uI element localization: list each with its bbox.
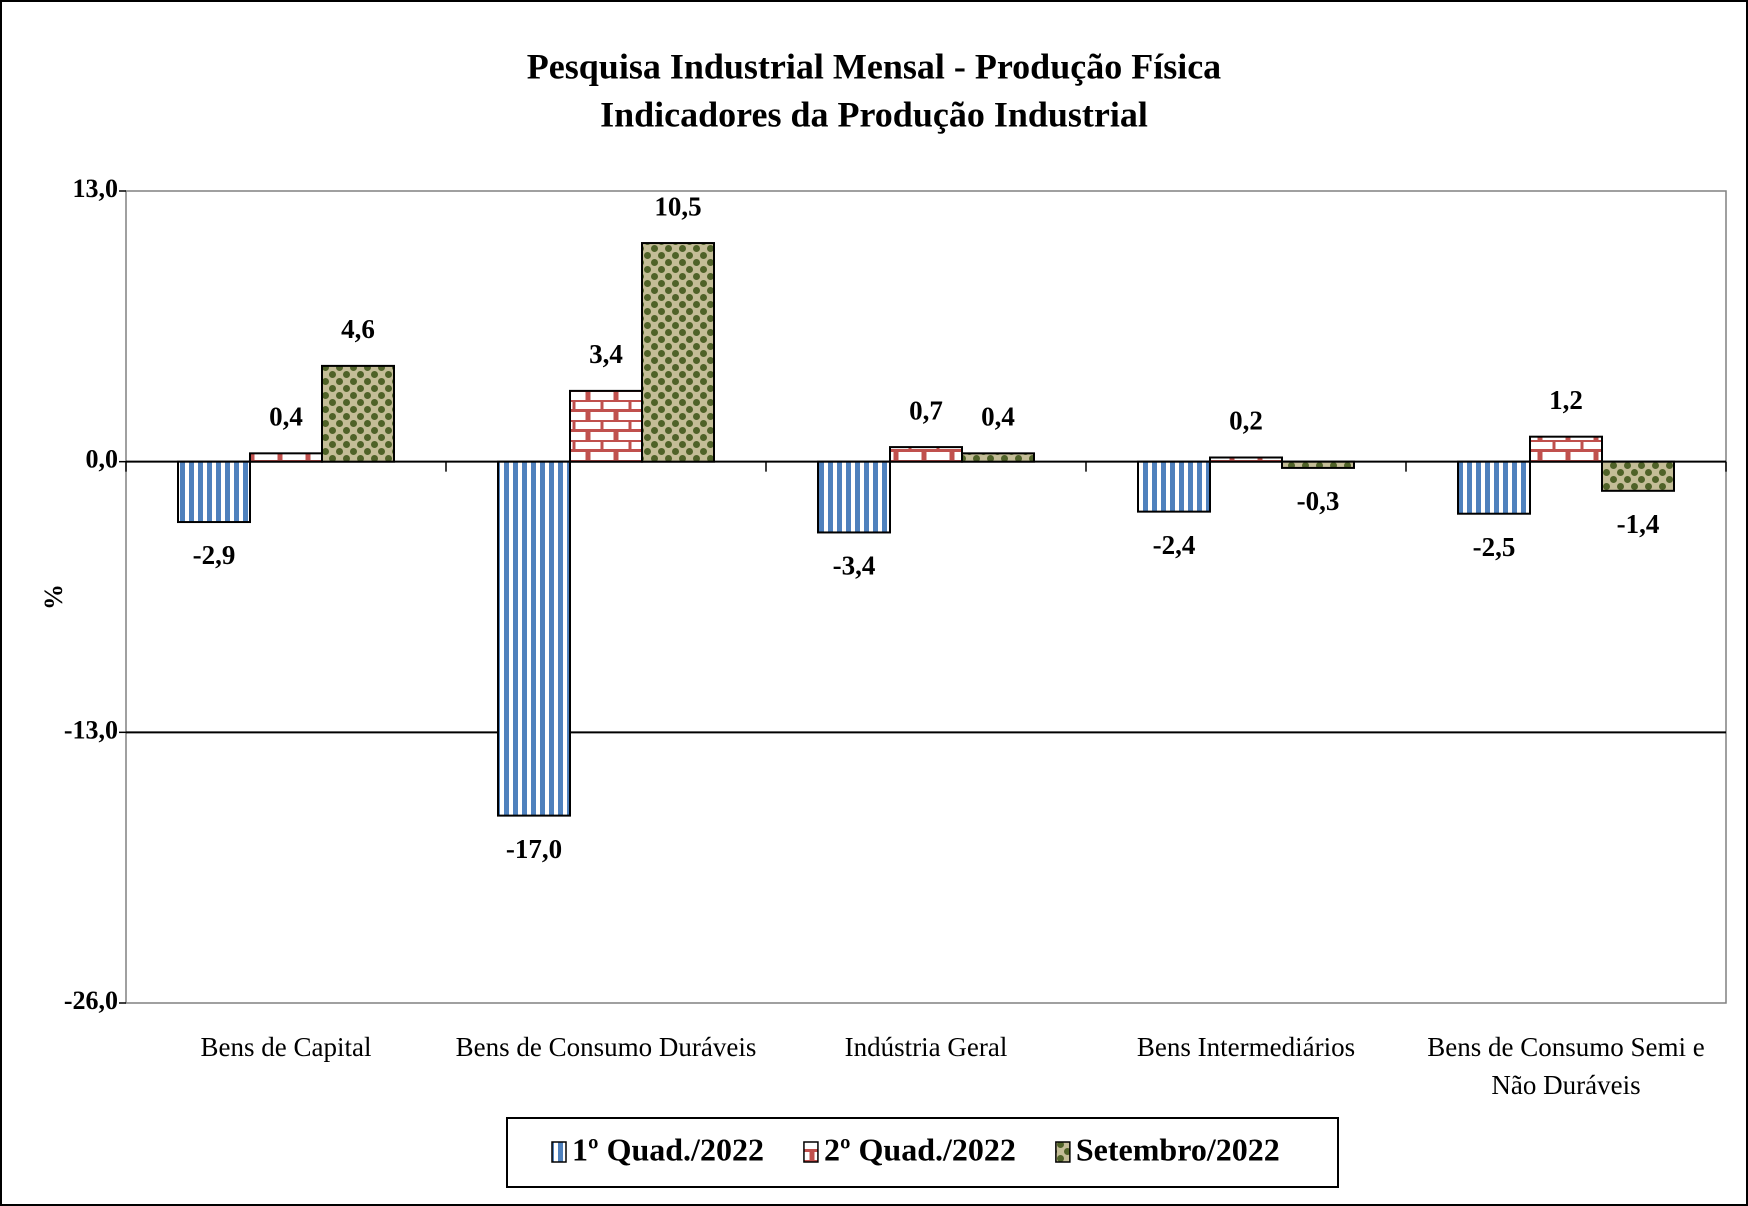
- bar: [817, 460, 891, 534]
- y-tick-label: 0,0: [86, 445, 119, 474]
- x-tick-label: Bens de Consumo Duráveis: [456, 1032, 757, 1062]
- x-tick-label-line: Bens de Consumo Semi e: [1427, 1032, 1705, 1062]
- chart-title: Pesquisa Industrial Mensal - Produção Fí…: [527, 46, 1221, 86]
- chart-subtitle: Indicadores da Produção Industrial: [600, 94, 1148, 134]
- bar: [641, 242, 715, 463]
- bar: [1601, 460, 1675, 492]
- data-label: 0,2: [1229, 406, 1263, 436]
- bar: [1281, 460, 1355, 469]
- data-label: -2,4: [1153, 530, 1196, 560]
- x-tick-label-line: Não Duráveis: [1491, 1070, 1640, 1100]
- y-tick-label: -13,0: [64, 715, 118, 744]
- bar: [177, 460, 251, 524]
- bar: [889, 446, 963, 463]
- data-label: -0,3: [1297, 486, 1340, 516]
- bar: [1457, 460, 1531, 515]
- bar: [497, 460, 571, 817]
- bar: [1529, 435, 1603, 463]
- data-label: 10,5: [654, 191, 701, 221]
- data-label: 4,6: [341, 314, 375, 344]
- x-tick-label: Bens de Capital: [201, 1032, 372, 1062]
- bar: [1137, 460, 1211, 513]
- x-tick-label: Indústria Geral: [845, 1032, 1008, 1062]
- data-label: -2,9: [193, 540, 236, 570]
- bar: [961, 452, 1035, 463]
- y-tick-label: 13,0: [73, 174, 119, 203]
- legend-box: [506, 1117, 1339, 1188]
- data-label: -3,4: [833, 551, 876, 581]
- legend-swatch: [551, 1141, 567, 1163]
- data-label: 3,4: [589, 339, 623, 369]
- data-label: 0,4: [269, 402, 303, 432]
- legend-label: 1º Quad./2022: [572, 1131, 764, 1167]
- data-label: 0,4: [981, 402, 1015, 432]
- bar: [321, 364, 395, 463]
- legend-swatch: [803, 1141, 819, 1163]
- x-tick-label: Bens Intermediários: [1137, 1032, 1355, 1062]
- legend-label: Setembro/2022: [1076, 1131, 1280, 1167]
- legend-swatch: [1055, 1141, 1071, 1163]
- data-label: -2,5: [1473, 532, 1516, 562]
- data-label: -17,0: [506, 834, 562, 864]
- legend-label: 2º Quad./2022: [824, 1131, 1016, 1167]
- data-label: -1,4: [1617, 509, 1660, 539]
- y-tick-label: -26,0: [64, 986, 118, 1015]
- bar: [1209, 456, 1283, 463]
- bar: [569, 389, 643, 463]
- y-axis-label: %: [39, 584, 68, 610]
- x-tick-label: Bens de Consumo Semi e Não Duráveis: [1427, 1032, 1705, 1100]
- bar: [249, 452, 323, 463]
- data-label: 0,7: [909, 395, 943, 425]
- data-label: 1,2: [1549, 385, 1583, 415]
- plot-area: [125, 190, 1727, 1004]
